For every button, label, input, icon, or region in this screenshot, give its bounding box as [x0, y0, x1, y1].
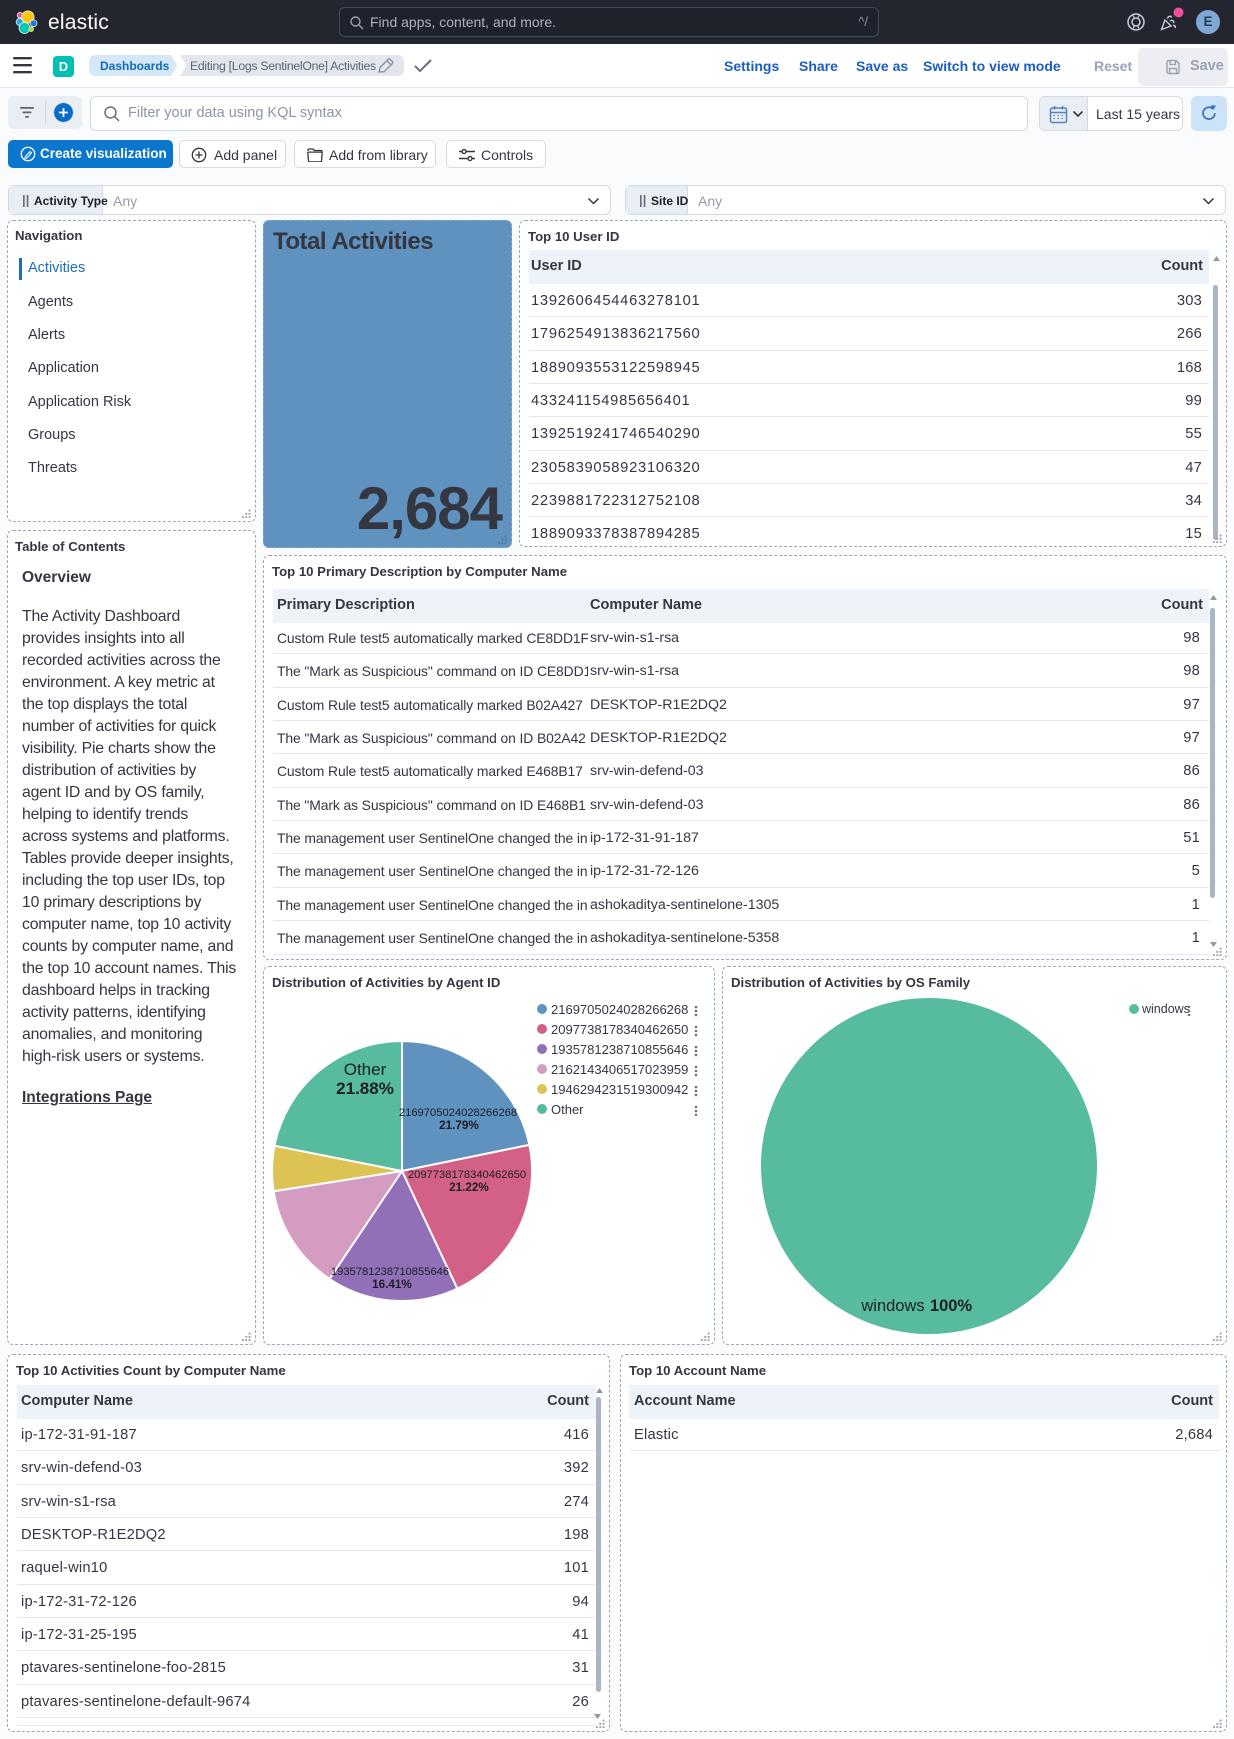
svg-text:21.88%: 21.88% — [336, 1079, 394, 1098]
svg-text:16.41%: 16.41% — [372, 1278, 412, 1291]
svg-text:2169705024028266268: 2169705024028266268 — [399, 1107, 517, 1119]
svg-text:21.79%: 21.79% — [439, 1119, 479, 1132]
svg-text:100%: 100% — [930, 1297, 973, 1315]
svg-text:21.22%: 21.22% — [449, 1181, 489, 1194]
svg-text:Other: Other — [344, 1060, 387, 1079]
svg-text:2097738178340462650: 2097738178340462650 — [408, 1169, 526, 1181]
svg-text:windows: windows — [860, 1297, 924, 1315]
svg-text:1935781238710855646: 1935781238710855646 — [331, 1266, 449, 1278]
